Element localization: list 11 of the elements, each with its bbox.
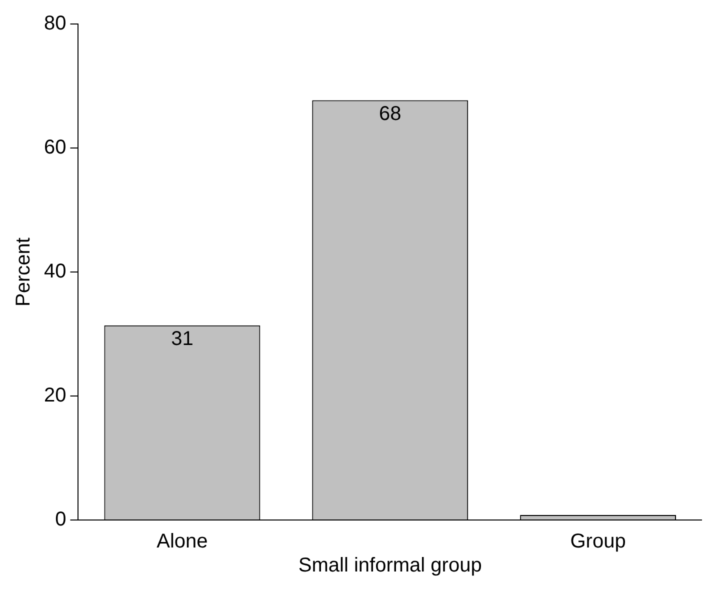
- x-tick-label: Small informal group: [298, 554, 482, 577]
- y-tick-label: 40: [44, 260, 66, 283]
- y-tick-label: 80: [44, 12, 66, 35]
- x-tick-label: Group: [570, 530, 626, 553]
- data-label: 68: [379, 102, 402, 125]
- y-tick-label: 60: [44, 136, 66, 159]
- y-tick-label: 0: [55, 508, 66, 531]
- y-axis-title: Percent: [12, 237, 35, 306]
- y-tick-label: 20: [44, 384, 66, 407]
- data-label: 31: [171, 328, 194, 350]
- x-tick-label: Alone: [156, 530, 208, 553]
